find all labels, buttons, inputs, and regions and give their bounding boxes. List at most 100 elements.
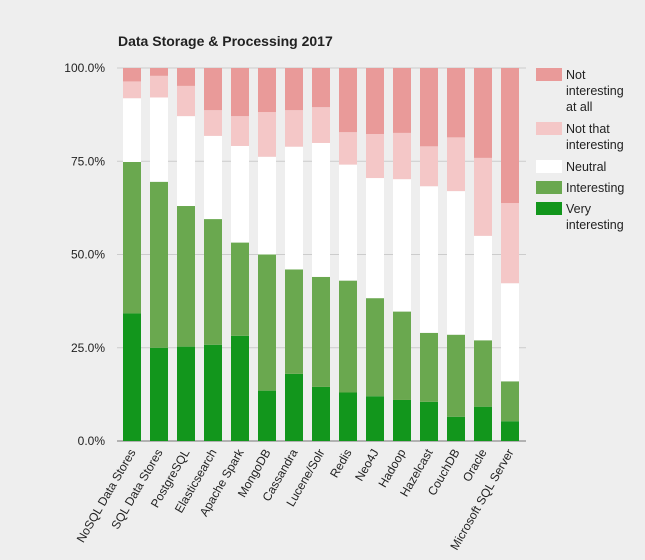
legend-label: Not [566, 68, 586, 82]
bar-segment [393, 132, 411, 180]
legend-item: Interesting [536, 181, 624, 195]
bar-segment [447, 334, 465, 417]
legend-item: Not interesting at all [536, 68, 624, 114]
legend-swatch [536, 181, 562, 194]
legend-item: Very interesting [536, 202, 624, 232]
bar-segment [231, 335, 249, 441]
legend-swatch [536, 122, 562, 135]
bar-segment [339, 68, 357, 133]
bar-segment [474, 68, 492, 158]
bar-segment [339, 392, 357, 441]
y-tick-label: 25.0% [71, 341, 105, 355]
bar-segment [447, 191, 465, 335]
bar-segment [366, 178, 384, 299]
bar-segment [258, 254, 276, 391]
bar-segment [258, 390, 276, 441]
bar-segment [150, 347, 168, 441]
bar-segment [339, 280, 357, 393]
bar-segment [285, 146, 303, 270]
legend-label: Not that [566, 122, 610, 136]
bar-segment [177, 206, 195, 347]
legend-swatch [536, 202, 562, 215]
bar-segment [123, 68, 141, 82]
bar-segment [177, 116, 195, 207]
bar-segment [312, 276, 330, 387]
bar-segment [204, 135, 222, 220]
bar-segment [285, 68, 303, 111]
bar-segment [204, 110, 222, 136]
bar-segment [339, 164, 357, 281]
bar-segment [366, 396, 384, 441]
x-tick-label: Redis [327, 447, 354, 481]
y-tick-label: 100.0% [64, 61, 105, 75]
bar-segment [150, 97, 168, 182]
bar-segment [177, 85, 195, 117]
bar-segment [285, 269, 303, 374]
bar-segment [150, 68, 168, 76]
bar-segment [366, 298, 384, 397]
bar-segment [231, 145, 249, 243]
y-tick-label: 0.0% [78, 434, 106, 448]
legend-label: interesting [566, 218, 624, 232]
bar-segment [474, 235, 492, 341]
legend-item: Neutral [536, 160, 606, 174]
bar-segment [150, 181, 168, 348]
bar-segment [447, 416, 465, 441]
bar-segment [150, 75, 168, 98]
legend-swatch [536, 68, 562, 81]
bar-segment [501, 421, 519, 441]
bar-segment [474, 157, 492, 236]
bar-segment [285, 110, 303, 147]
bar-segment [420, 401, 438, 441]
bar-segment [447, 68, 465, 138]
legend-label: Neutral [566, 160, 606, 174]
bar-segment [393, 311, 411, 400]
bar-segment [447, 137, 465, 192]
bar-segment [231, 242, 249, 336]
bar-segment [393, 68, 411, 133]
bar-segment [393, 399, 411, 441]
legend-swatch [536, 160, 562, 173]
legend-label: at all [566, 100, 592, 114]
bar-segment [312, 107, 330, 143]
bar-segment [366, 68, 384, 135]
bar-segment [123, 313, 141, 441]
bar-segment [177, 346, 195, 441]
bar-segment [177, 68, 195, 86]
bar-segment [204, 344, 222, 441]
bar-segment [231, 116, 249, 146]
bar-segment [231, 68, 249, 117]
bar-segment [366, 134, 384, 179]
bar-segment [258, 156, 276, 255]
legend-label: interesting [566, 138, 624, 152]
bar-segment [204, 219, 222, 345]
bar-segment [123, 161, 141, 314]
bar-segment [123, 81, 141, 99]
legend-label: Very [566, 202, 592, 216]
legend-label: interesting [566, 84, 624, 98]
bar-segment [474, 406, 492, 441]
legend-item: Not that interesting [536, 122, 624, 152]
bar-segment [258, 68, 276, 113]
bar-segment [258, 112, 276, 157]
y-tick-label: 75.0% [71, 154, 105, 168]
chart-title: Data Storage & Processing 2017 [118, 33, 333, 49]
bar-segment [393, 179, 411, 312]
bar-segment [204, 68, 222, 111]
bar-segment [285, 373, 303, 441]
bar-segment [501, 203, 519, 284]
bar-segment [420, 332, 438, 402]
legend-label: Interesting [566, 181, 624, 195]
bar-segment [420, 146, 438, 187]
bar-segment [312, 142, 330, 277]
bar-segment [123, 98, 141, 162]
y-tick-label: 50.0% [71, 248, 105, 262]
bar-segment [474, 340, 492, 407]
bar-segment [501, 68, 519, 204]
bar-segment [501, 283, 519, 382]
bar-segment [501, 381, 519, 422]
bar-segment [420, 186, 438, 333]
bar-segment [312, 386, 330, 441]
bar-segment [312, 68, 330, 108]
